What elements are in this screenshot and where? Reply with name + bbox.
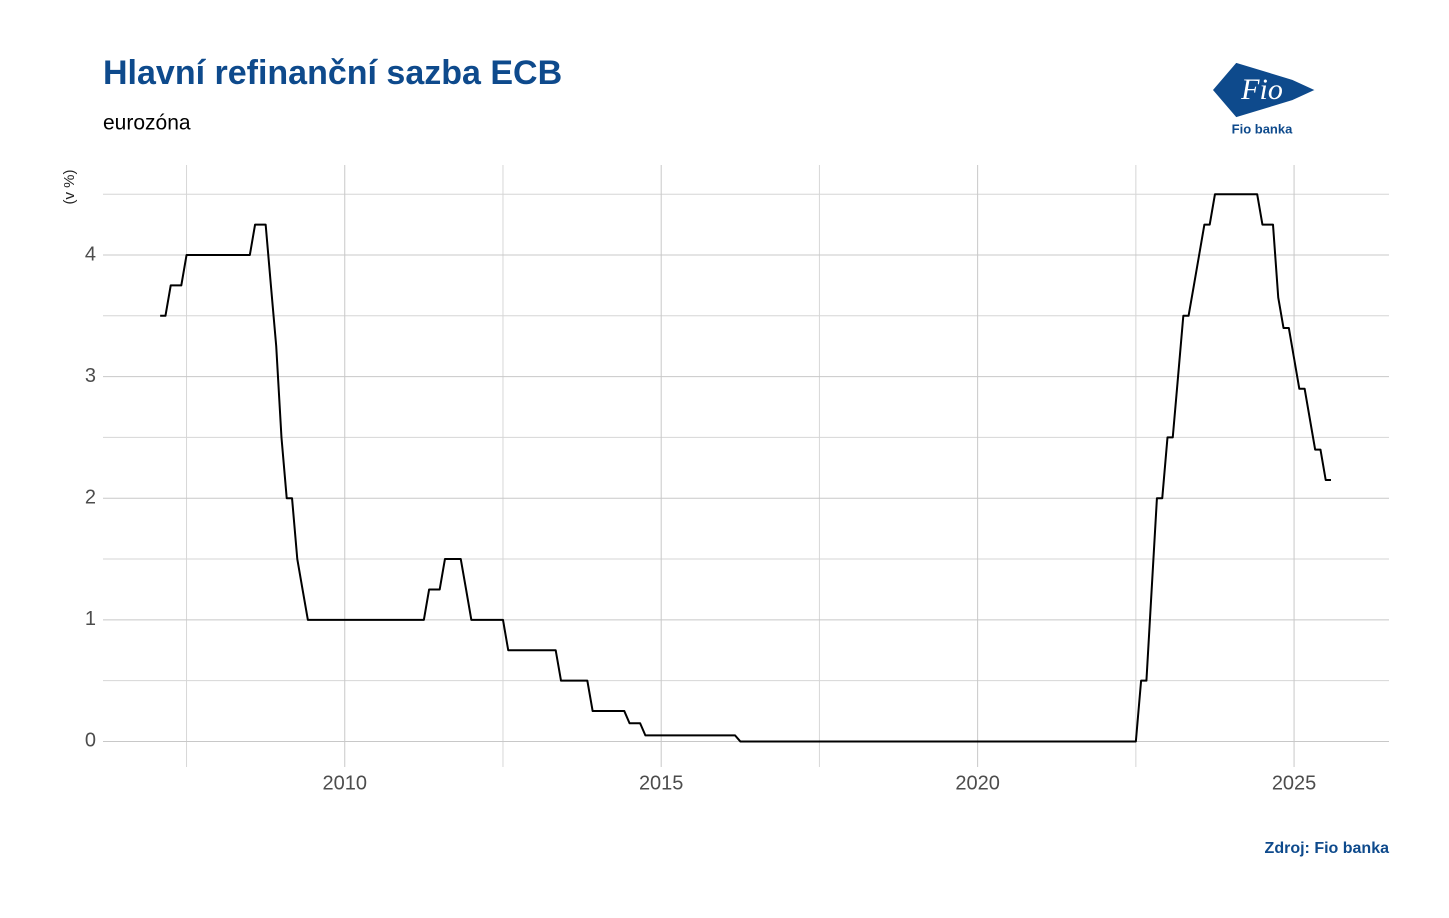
y-tick-label: 3 [85,365,96,387]
x-tick-label: 2020 [955,772,1000,794]
x-tick-label: 2015 [639,772,684,794]
chart-title: Hlavní refinanční sazba ECB [103,54,562,92]
source: Zdroj: Fio banka [1265,840,1390,857]
y-tick-label: 0 [85,730,96,752]
y-tick-label: 4 [85,243,96,265]
y-tick-label: 2 [85,487,96,509]
logo-name: Fio banka [1232,121,1293,136]
grid: 2010 2015 2020 2025 0 1 2 3 4 [85,165,1389,794]
data-line [160,193,1331,743]
y-axis-label: (v %) [61,170,78,205]
logo-mark: Fio [1240,73,1283,106]
y-tick-label: 1 [85,608,96,630]
chart-subtitle: eurozóna [103,112,191,135]
x-tick-label: 2010 [323,772,368,794]
logo: Fio Fio banka [1211,61,1318,136]
plot-area [160,193,1331,743]
x-tick-label: 2025 [1272,772,1317,794]
logo-shape [1211,61,1318,119]
